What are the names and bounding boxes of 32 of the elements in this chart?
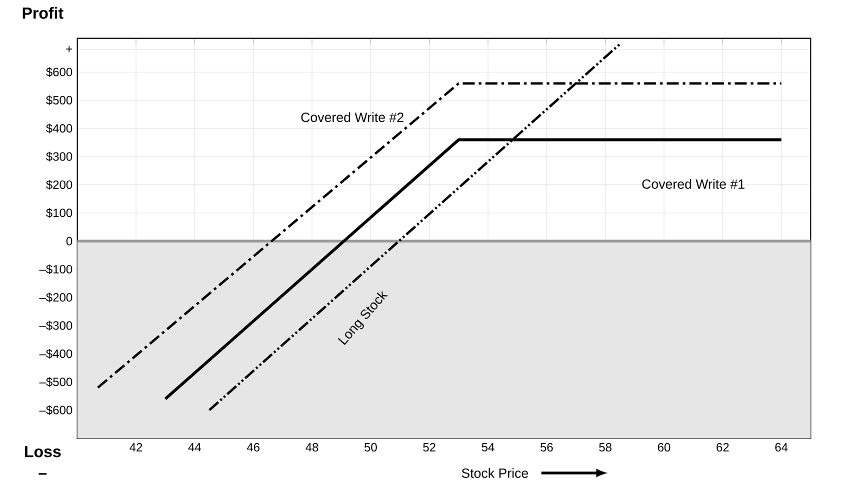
x-tick-label: 62 [716,443,729,452]
y-axis-title: Profit [22,7,64,19]
x-axis-title: Stock Price [462,468,528,478]
y-tick-label: $100 [46,208,72,218]
x-tick-label: 60 [658,443,670,452]
x-tick-label: 44 [188,443,201,452]
y-tick-label: –$500 [39,377,72,387]
x-tick-label: 52 [423,443,436,452]
y-tick-label: $500 [46,95,72,106]
y-tick-label: –$400 [39,348,72,359]
x-tick-label: 50 [364,443,377,452]
y-tick-label: $200 [46,180,72,190]
text: Covered Write #1 [642,179,744,189]
y-tick-label: $300 [46,152,72,162]
y-tick-label: 0 [66,236,72,246]
x-tick-label: 58 [599,443,612,452]
x-tick-label: 54 [482,443,494,452]
x-tick-label: 56 [540,443,553,452]
y-tick-label: –$600 [39,405,72,416]
y-tick-label: $400 [46,124,72,134]
x-tick-label: 42 [130,443,142,452]
x-tick-label: 48 [306,443,318,452]
text: – [38,473,47,475]
y-tick-label: –$200 [39,292,72,302]
x-tick-label: 46 [246,443,260,452]
text: Loss [25,446,61,458]
series-label: Covered Write #2 [301,112,404,122]
y-tick-label: –$300 [39,320,72,331]
y-tick-label: –$100 [39,264,72,274]
y-tick-label: $600 [46,67,72,77]
x-tick-label: 64 [775,443,788,452]
y-tick-label: + [66,46,72,52]
